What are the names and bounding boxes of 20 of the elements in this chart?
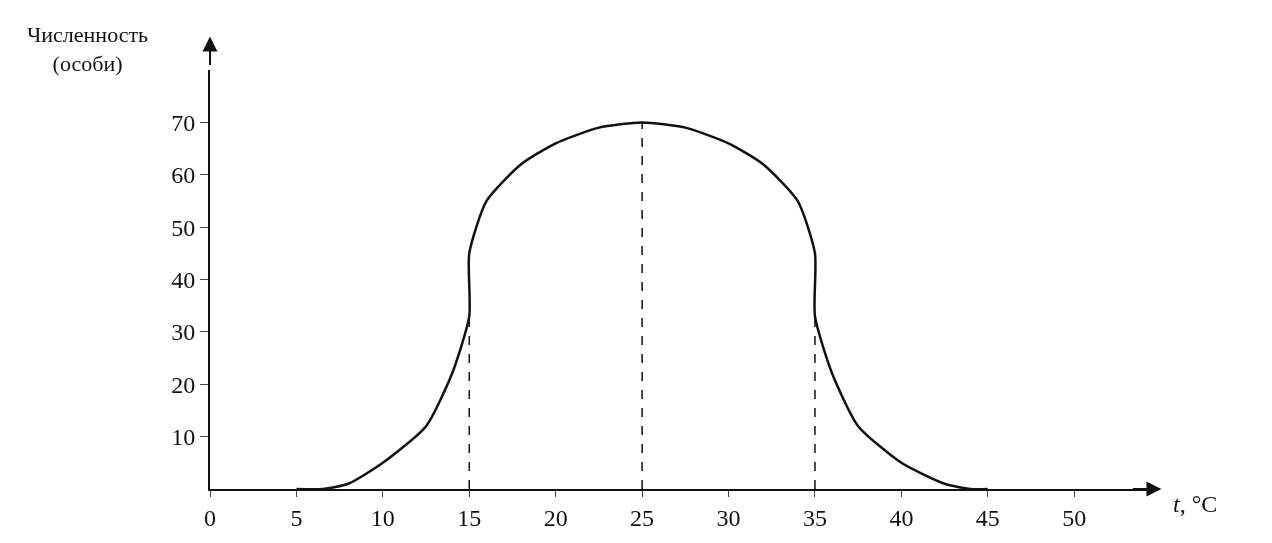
y-tick-label: 60 bbox=[171, 162, 196, 189]
x-tick-label: 15 bbox=[457, 504, 482, 531]
y-tick-label: 40 bbox=[171, 266, 196, 293]
x-tick-label: 5 bbox=[290, 504, 303, 531]
y-tick-label: 30 bbox=[171, 319, 196, 346]
y-tick-label: 20 bbox=[171, 371, 196, 398]
y-tick-label: 70 bbox=[171, 109, 196, 136]
x-axis-title: t, °C bbox=[1173, 491, 1218, 517]
x-tick-label: 45 bbox=[975, 504, 1000, 531]
y-tick-label: 10 bbox=[171, 424, 196, 451]
x-tick-label: 50 bbox=[1062, 504, 1087, 531]
y-tick-label: 50 bbox=[171, 214, 196, 241]
x-tick-label: 0 bbox=[204, 504, 216, 531]
x-tick-label: 10 bbox=[370, 504, 395, 531]
x-tick-label: 20 bbox=[543, 504, 568, 531]
y-axis-title: Численность (особи) bbox=[27, 22, 149, 76]
x-tick-label: 40 bbox=[889, 504, 914, 531]
x-tick-label: 25 bbox=[630, 504, 655, 531]
x-tick-label: 30 bbox=[716, 504, 741, 531]
x-tick-label: 35 bbox=[802, 504, 827, 531]
